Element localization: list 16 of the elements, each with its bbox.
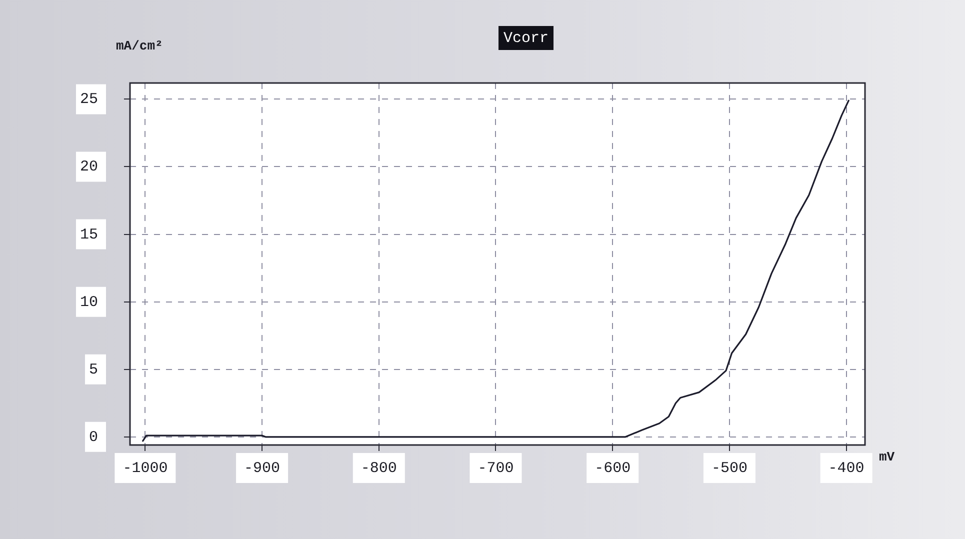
x-tick-label: -700 bbox=[478, 460, 514, 477]
x-tick-label: -800 bbox=[360, 460, 397, 477]
y-tick-label: 25 bbox=[80, 91, 98, 108]
y-tick-label: 20 bbox=[80, 158, 98, 176]
x-tick-label: -500 bbox=[711, 460, 748, 477]
x-axis-title: mV bbox=[879, 449, 895, 464]
y-tick-label: 10 bbox=[80, 294, 98, 311]
y-tick-label: 5 bbox=[88, 361, 98, 378]
y-tick-label: 0 bbox=[88, 428, 98, 446]
y-tick-label: 15 bbox=[80, 226, 98, 244]
x-tick-label: -1000 bbox=[122, 460, 168, 477]
x-tick-label: -600 bbox=[594, 460, 631, 477]
y-axis-title: mA/cm² bbox=[116, 38, 163, 54]
x-tick-label: -900 bbox=[244, 460, 280, 477]
chart-title: Vcorr bbox=[503, 30, 549, 47]
x-tick-label: -400 bbox=[828, 460, 864, 477]
